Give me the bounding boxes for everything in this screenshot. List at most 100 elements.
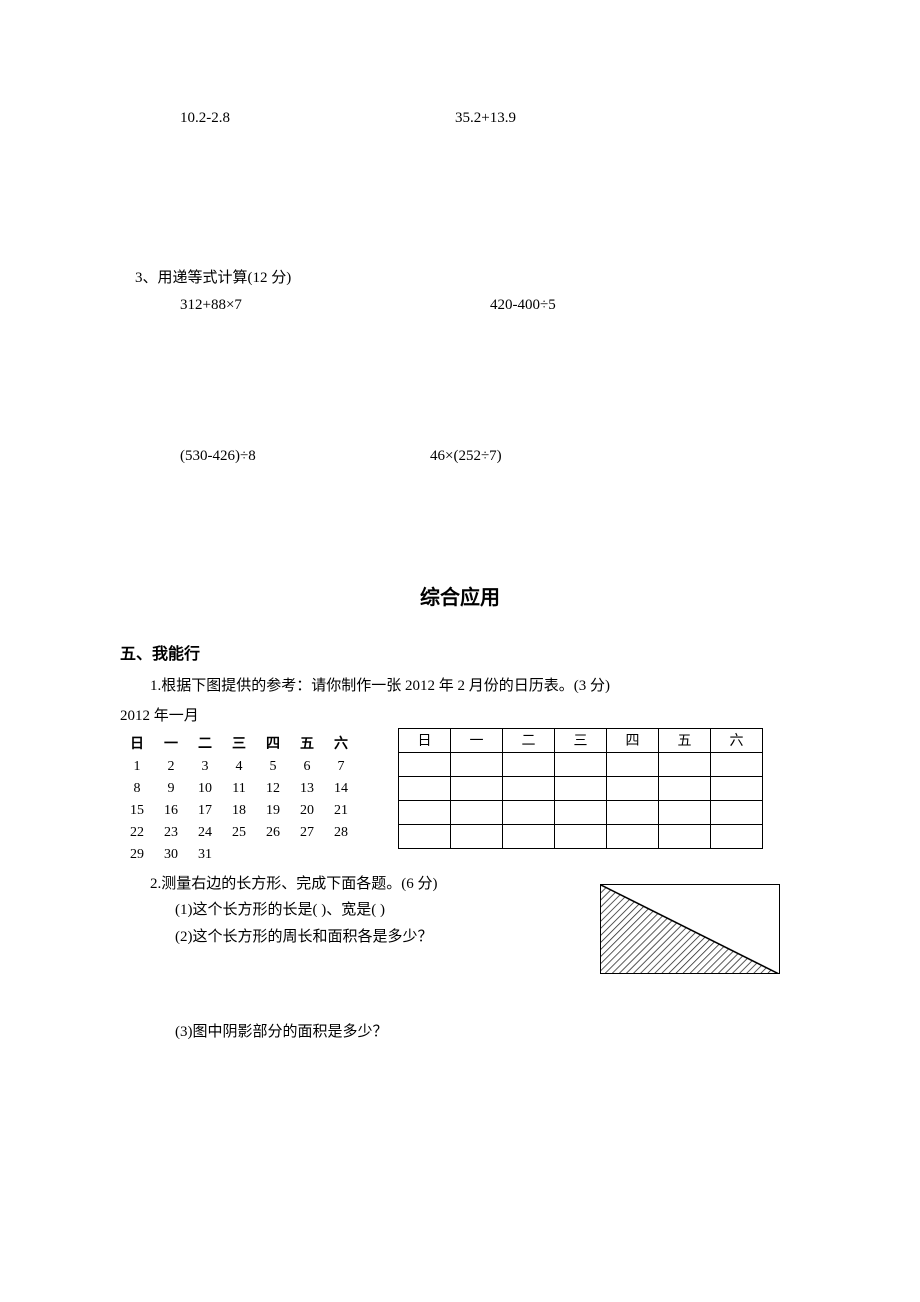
jan-calendar: 2012 年一月 日 一 二 三 四 五 六 1 2 3 4 5 6 7 8 [120, 704, 358, 866]
feb-cell[interactable] [451, 824, 503, 848]
feb-cell[interactable]: 四 [607, 728, 659, 752]
feb-cell[interactable] [399, 800, 451, 824]
p2-label: 2.测量右边的长方形、完成下面各题。(6 分) [150, 872, 590, 898]
feb-cell[interactable]: 一 [451, 728, 503, 752]
rectangle-figure [600, 884, 780, 979]
feb-cell[interactable] [555, 824, 607, 848]
feb-cell[interactable] [659, 776, 711, 800]
jan-cell: 29 [120, 844, 154, 866]
spacer [120, 471, 800, 581]
feb-cell[interactable]: 五 [659, 728, 711, 752]
jan-cell: 18 [222, 800, 256, 822]
feb-row [399, 824, 763, 848]
jan-header-row: 日 一 二 三 四 五 六 [120, 730, 358, 756]
jan-cell: 21 [324, 800, 358, 822]
section-title: 综合应用 [120, 581, 800, 610]
q3-row2-left: (530-426)÷8 [180, 448, 430, 465]
feb-cell[interactable] [503, 752, 555, 776]
feb-cell[interactable] [451, 752, 503, 776]
p2-line3: (3)图中阴影部分的面积是多少？ [175, 1019, 800, 1046]
feb-cell[interactable] [503, 776, 555, 800]
p2-line1: (1)这个长方形的长是( )、宽是( ) [175, 897, 590, 924]
q3-row1-left: 312+88×7 [180, 297, 490, 314]
jan-cell [222, 844, 256, 866]
jan-cell: 19 [256, 800, 290, 822]
expr-top-right: 35.2+13.9 [455, 110, 800, 127]
jan-row: 15 16 17 18 19 20 21 [120, 800, 358, 822]
jan-cell: 13 [290, 778, 324, 800]
section-five-heading: 五、我能行 [120, 640, 800, 664]
feb-cell[interactable] [607, 824, 659, 848]
p2-line2: (2)这个长方形的周长和面积各是多少？ [175, 924, 590, 951]
feb-row [399, 776, 763, 800]
jan-cell: 24 [188, 822, 222, 844]
jan-cell [290, 844, 324, 866]
feb-cell[interactable]: 日 [399, 728, 451, 752]
feb-cell[interactable] [711, 752, 763, 776]
jan-th: 三 [222, 730, 256, 756]
expr-top-left: 10.2-2.8 [180, 110, 455, 127]
feb-row: 日 一 二 三 四 五 六 [399, 728, 763, 752]
jan-cell: 23 [154, 822, 188, 844]
feb-cell[interactable] [607, 776, 659, 800]
jan-row: 22 23 24 25 26 27 28 [120, 822, 358, 844]
jan-cell: 12 [256, 778, 290, 800]
feb-cell[interactable] [659, 800, 711, 824]
feb-cell[interactable] [711, 800, 763, 824]
q3-label: 3、用递等式计算(12 分) [135, 266, 800, 287]
feb-cell[interactable] [607, 800, 659, 824]
jan-cell: 11 [222, 778, 256, 800]
feb-cell[interactable] [607, 752, 659, 776]
feb-cell[interactable] [451, 800, 503, 824]
feb-cell[interactable] [399, 824, 451, 848]
feb-cell[interactable] [711, 776, 763, 800]
jan-cell: 14 [324, 778, 358, 800]
feb-cell[interactable]: 二 [503, 728, 555, 752]
feb-cell[interactable] [555, 752, 607, 776]
jan-cell: 16 [154, 800, 188, 822]
q3-row1-right: 420-400÷5 [490, 297, 800, 314]
q3-row2-right: 46×(252÷7) [430, 448, 502, 465]
jan-cell: 4 [222, 756, 256, 778]
jan-th: 一 [154, 730, 188, 756]
jan-cell: 3 [188, 756, 222, 778]
feb-cell[interactable] [711, 824, 763, 848]
feb-cell[interactable] [399, 776, 451, 800]
feb-cell[interactable]: 六 [711, 728, 763, 752]
p2-text: 2.测量右边的长方形、完成下面各题。(6 分) (1)这个长方形的长是( )、宽… [120, 872, 590, 952]
feb-row [399, 752, 763, 776]
q3-row1: 312+88×7 420-400÷5 [180, 297, 800, 320]
feb-cell[interactable] [659, 824, 711, 848]
feb-cell[interactable] [659, 752, 711, 776]
feb-cell[interactable] [503, 824, 555, 848]
jan-table: 日 一 二 三 四 五 六 1 2 3 4 5 6 7 8 9 10 1 [120, 730, 358, 866]
jan-cell: 1 [120, 756, 154, 778]
jan-row: 29 30 31 [120, 844, 358, 866]
jan-cell: 6 [290, 756, 324, 778]
jan-cell: 30 [154, 844, 188, 866]
jan-cell: 28 [324, 822, 358, 844]
feb-cell[interactable] [555, 776, 607, 800]
jan-cell: 25 [222, 822, 256, 844]
jan-th: 二 [188, 730, 222, 756]
feb-cell[interactable] [451, 776, 503, 800]
calendar-section: 2012 年一月 日 一 二 三 四 五 六 1 2 3 4 5 6 7 8 [120, 704, 800, 866]
feb-cell[interactable] [399, 752, 451, 776]
jan-cell [256, 844, 290, 866]
feb-table[interactable]: 日 一 二 三 四 五 六 [398, 728, 763, 849]
jan-cell: 20 [290, 800, 324, 822]
feb-table-wrap: 日 一 二 三 四 五 六 [398, 728, 763, 866]
jan-row: 8 9 10 11 12 13 14 [120, 778, 358, 800]
jan-cell: 15 [120, 800, 154, 822]
jan-cell: 10 [188, 778, 222, 800]
spacer [120, 133, 800, 266]
jan-cell: 17 [188, 800, 222, 822]
jan-th: 五 [290, 730, 324, 756]
jan-cell: 22 [120, 822, 154, 844]
jan-th: 四 [256, 730, 290, 756]
expr-row-top: 10.2-2.8 35.2+13.9 [180, 110, 800, 133]
jan-cell: 5 [256, 756, 290, 778]
feb-cell[interactable] [503, 800, 555, 824]
feb-cell[interactable] [555, 800, 607, 824]
feb-cell[interactable]: 三 [555, 728, 607, 752]
